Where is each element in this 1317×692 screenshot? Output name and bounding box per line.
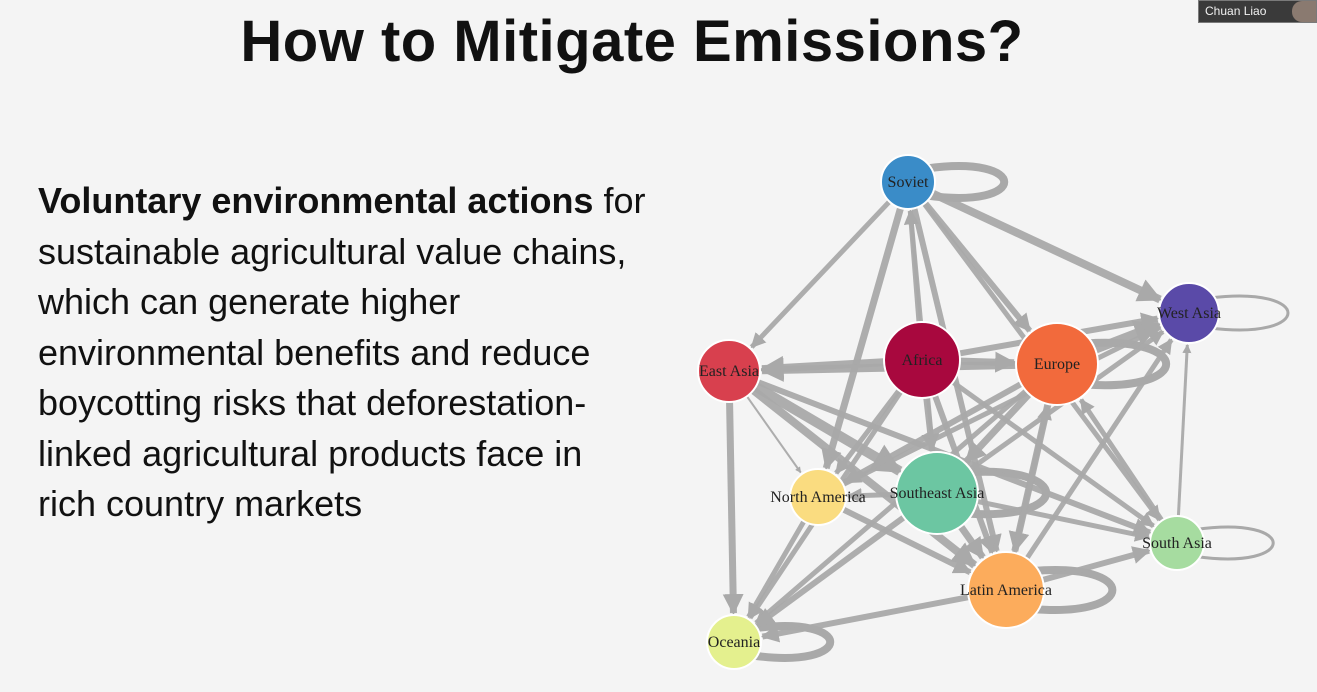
edge-east-asia-to-north-america [738, 385, 802, 474]
edge-soviet-to-north-america [821, 196, 907, 471]
self-loop-west-asia [1208, 294, 1290, 332]
participant-video-tile[interactable]: Chuan Liao [1198, 0, 1317, 23]
edge-east-asia-to-southeast-asia [742, 376, 903, 476]
node-soviet: Soviet [880, 154, 936, 210]
node-east-asia: East Asia [697, 339, 761, 403]
edge-latin-america-to-oceania [760, 591, 985, 643]
node-oceania: Oceania [706, 614, 762, 670]
edge-soviet-to-west-asia [920, 185, 1163, 304]
edge-soviet-to-east-asia [749, 192, 899, 349]
node-circle-africa [883, 321, 961, 399]
node-label-east-asia: East Asia [699, 363, 759, 380]
self-loop-oceania [748, 622, 834, 662]
edge-south-asia-to-west-asia [1176, 344, 1192, 527]
body-text-bold: Voluntary environmental actions [38, 180, 594, 221]
body-text-rest: for sustainable agricultural value chain… [38, 180, 646, 524]
node-africa: Africa [883, 321, 961, 399]
edge-latin-america-to-europe [1008, 404, 1052, 569]
edge-south-asia-to-europe [1078, 398, 1171, 531]
node-circle-europe [1015, 322, 1099, 406]
slide-title: How to Mitigate Emissions? [240, 9, 1024, 74]
edge-europe-to-southeast-asia [963, 379, 1043, 464]
node-label-west-asia: West Asia [1157, 305, 1221, 322]
edge-europe-to-north-america [842, 373, 1037, 486]
node-circle-oceania [706, 614, 762, 670]
participant-avatar [1292, 1, 1316, 22]
edge-southeast-asia-to-oceania [755, 505, 919, 628]
node-circle-soviet [880, 154, 936, 210]
node-label-south-asia: South Asia [1142, 535, 1212, 552]
body-text: Voluntary environmental actions for sust… [38, 176, 648, 530]
edge-latin-america-to-south-asia [1027, 546, 1151, 587]
node-label-latin-america: Latin America [960, 582, 1052, 599]
node-south-asia: South Asia [1142, 515, 1212, 571]
self-loop-south-asia [1194, 525, 1275, 561]
node-circle-west-asia [1158, 282, 1220, 344]
node-label-oceania: Oceania [708, 634, 760, 651]
self-loop-soviet [922, 162, 1008, 202]
node-label-soviet: Soviet [888, 174, 929, 191]
edge-latin-america-to-west-asia [1016, 338, 1174, 573]
node-latin-america: Latin America [960, 551, 1052, 629]
node-circle-latin-america [967, 551, 1045, 629]
node-west-asia: West Asia [1157, 282, 1221, 344]
node-north-america: North America [770, 468, 866, 526]
node-label-africa: Africa [902, 352, 943, 369]
node-europe: Europe [1015, 322, 1099, 406]
edge-north-america-to-latin-america [831, 501, 972, 575]
node-circle-east-asia [697, 339, 761, 403]
node-circle-southeast-asia [895, 451, 979, 535]
node-circle-south-asia [1149, 515, 1205, 571]
edge-southeast-asia-to-south-asia [960, 495, 1151, 542]
edge-africa-to-north-america [834, 376, 911, 475]
node-southeast-asia: Southeast Asia [890, 451, 985, 535]
edge-africa-to-south-asia [939, 371, 1155, 529]
participant-name: Chuan Liao [1205, 4, 1267, 18]
edge-north-america-to-oceania [746, 510, 812, 619]
node-label-europe: Europe [1034, 356, 1080, 373]
node-circle-north-america [789, 468, 847, 526]
node-label-southeast-asia: Southeast Asia [890, 485, 985, 502]
node-label-north-america: North America [770, 489, 866, 506]
edge-east-asia-to-oceania [722, 389, 744, 616]
